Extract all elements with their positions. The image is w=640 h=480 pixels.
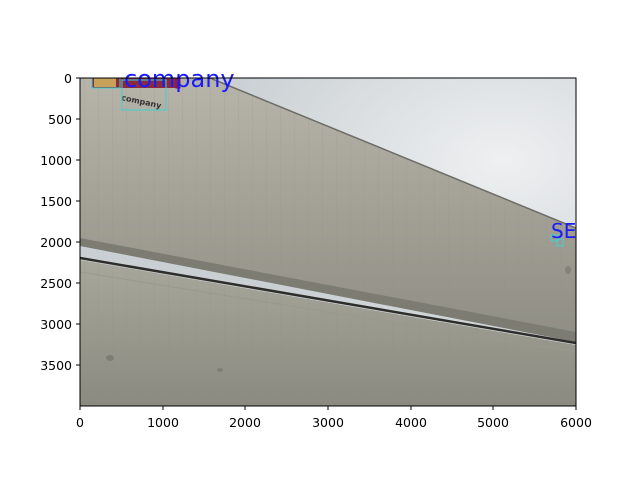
y-tick-label: 2000 xyxy=(40,235,72,250)
photo-image: company xyxy=(80,78,576,406)
y-tick-label: 1000 xyxy=(40,153,72,168)
trailer-roof-edge xyxy=(209,78,576,229)
detection-box xyxy=(550,234,559,242)
y-tick-label: 500 xyxy=(48,112,72,127)
detection-box xyxy=(556,238,564,247)
x-tick-label: 5000 xyxy=(477,415,509,430)
y-tick-label: 3000 xyxy=(40,317,72,332)
x-tick-label: 1000 xyxy=(147,415,179,430)
trailer-mid-rail xyxy=(80,238,576,342)
grime-spot xyxy=(106,355,114,361)
logo-patch xyxy=(92,78,180,88)
x-tick-label: 0 xyxy=(76,415,84,430)
y-axis: 0 500 1000 1500 2000 2500 3000 3500 xyxy=(40,71,80,373)
annotation-label-company: company xyxy=(124,65,235,93)
detection-box xyxy=(91,78,121,89)
x-tick-label: 3000 xyxy=(312,415,344,430)
annotation-label-se: SE xyxy=(551,219,576,243)
grime-spot xyxy=(565,266,571,274)
y-tick-label: 2500 xyxy=(40,276,72,291)
trailer-dark-rail xyxy=(80,256,576,345)
x-tick-label: 6000 xyxy=(560,415,592,430)
y-tick-label: 3500 xyxy=(40,358,72,373)
x-axis: 0 1000 2000 3000 4000 5000 6000 xyxy=(76,406,592,430)
detection-box xyxy=(175,78,181,89)
x-tick-label: 2000 xyxy=(229,415,261,430)
y-tick-label: 1500 xyxy=(40,194,72,209)
x-tick-label: 4000 xyxy=(395,415,427,430)
grime-spot xyxy=(217,368,223,372)
y-tick-label: 0 xyxy=(64,71,72,86)
detection-box xyxy=(121,79,167,111)
